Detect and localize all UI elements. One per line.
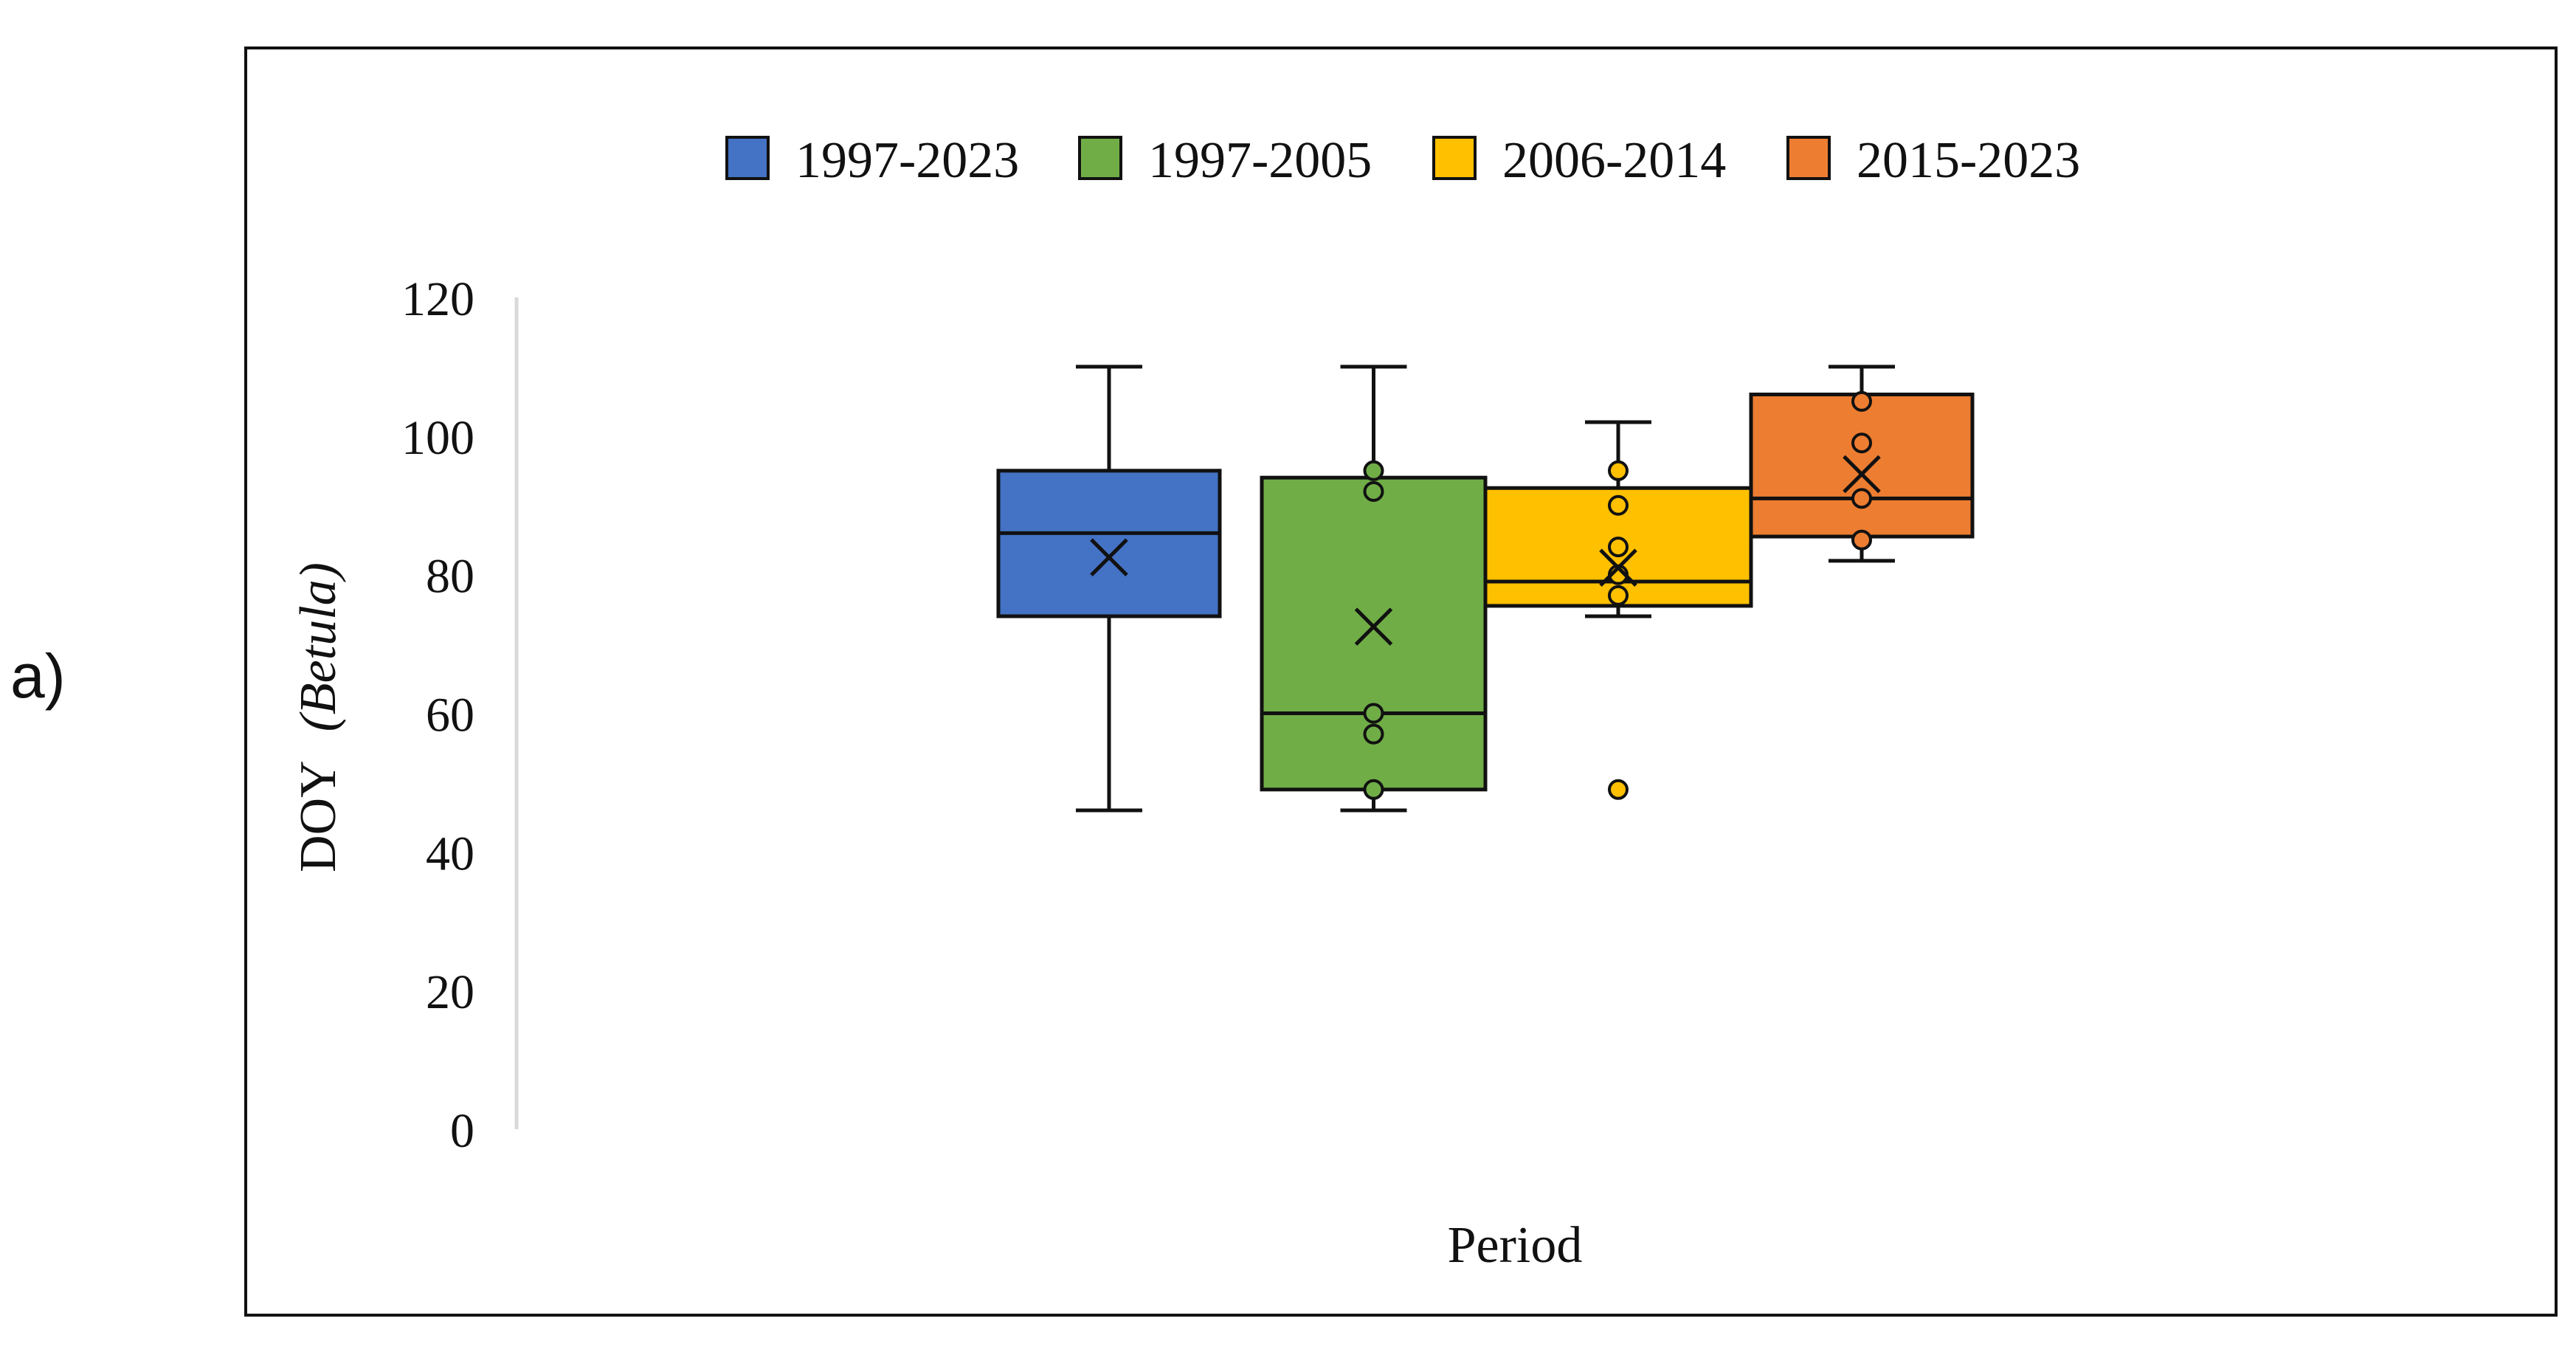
data-point-1997-2005-2 [1363,703,1384,724]
data-point-2006-2014-0 [1608,779,1629,800]
legend-label-1997-2023: 1997-2023 [795,132,1019,189]
box-series-1997-2023 [996,365,1222,813]
box-series-2006-2014 [1483,420,1753,800]
mean-marker-2015-2023 [1843,455,1881,494]
data-point-2015-2023-3 [1851,390,1872,412]
y-tick-label-20: 20 [426,965,474,1019]
data-point-2006-2014-3 [1608,537,1629,558]
y-tick-label-0: 0 [450,1104,474,1158]
y-tick-labels: 0 20 40 60 80 100 120 [401,272,474,1158]
box-series-group [996,365,1975,813]
legend-swatch-2015-2023 [1786,136,1831,180]
y-tick-label-120: 120 [401,272,474,326]
y-axis-title-main: DOY [290,762,347,872]
mean-marker-1997-2023 [1090,538,1128,576]
data-point-1997-2005-0 [1363,779,1384,800]
y-axis-title-italic: (Betula) [290,562,347,731]
x-axis-title: Period [1448,1217,1583,1274]
y-tick-label-40: 40 [426,827,474,880]
legend-label-1997-2005: 1997-2005 [1148,132,1372,189]
data-point-2006-2014-4 [1608,494,1629,516]
data-point-1997-2005-3 [1363,480,1384,502]
y-tick-label-60: 60 [426,689,474,742]
data-point-2006-2014-1 [1608,585,1629,606]
y-tick-label-100: 100 [401,411,474,465]
data-point-1997-2005-4 [1363,460,1384,481]
panel-label: a) [10,641,66,711]
legend-swatch-2006-2014 [1432,136,1477,180]
y-axis-title: DOY (Betula) [290,562,347,872]
data-point-1997-2005-1 [1363,723,1384,745]
legend-swatch-1997-2023 [725,136,770,180]
mean-marker-1997-2005 [1354,607,1393,646]
box-2015-2023 [1749,392,1975,539]
data-point-2015-2023-0 [1851,529,1872,551]
y-tick-label-80: 80 [426,550,474,604]
data-point-2006-2014-5 [1608,460,1629,481]
legend-label-2006-2014: 2006-2014 [1502,132,1726,189]
legend-swatch-1997-2005 [1078,136,1122,180]
data-point-2015-2023-2 [1851,432,1872,454]
data-point-2015-2023-1 [1851,488,1872,509]
legend-label-2015-2023: 2015-2023 [1857,132,2080,189]
box-series-1997-2005 [1260,365,1488,813]
mean-marker-2006-2014 [1599,548,1637,587]
box-1997-2023 [996,469,1222,618]
box-series-2015-2023 [1749,365,1975,563]
legend: 1997-2023 1997-2005 2006-2014 2015-2023 [725,132,2080,189]
